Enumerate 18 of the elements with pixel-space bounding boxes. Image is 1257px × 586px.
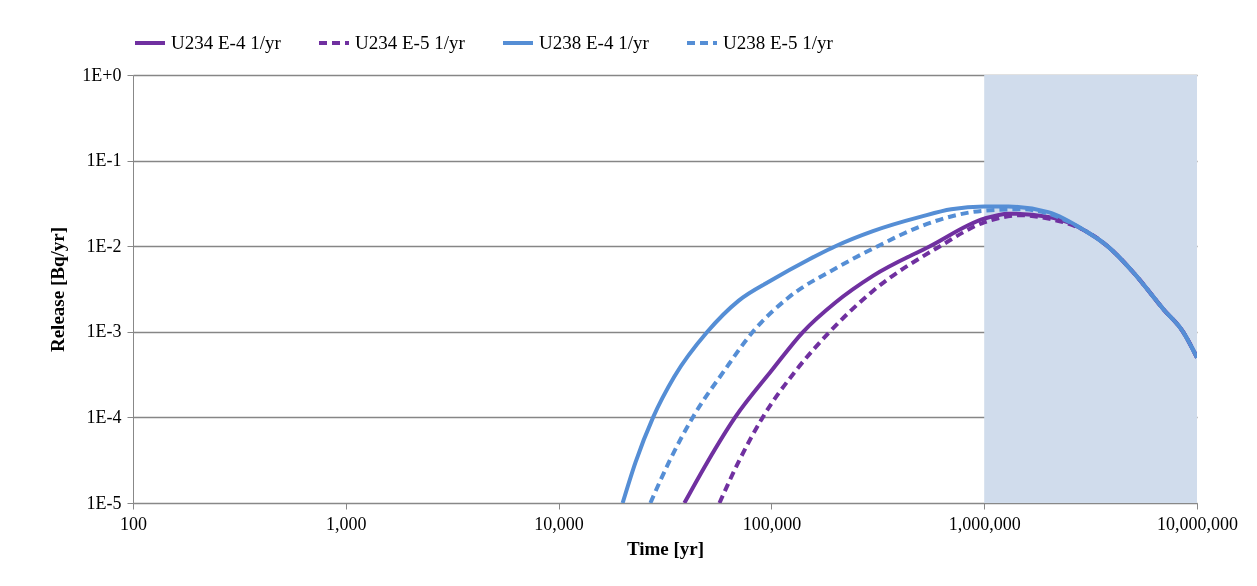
legend-label: U234 E-5 1/yr xyxy=(355,32,466,53)
y-tick-label: 1E+0 xyxy=(82,64,122,85)
y-tick-label: 1E-2 xyxy=(86,235,122,256)
legend-label: U238 E-5 1/yr xyxy=(723,32,834,53)
x-tick-label: 100,000 xyxy=(742,513,802,534)
x-tick-label: 1,000,000 xyxy=(948,513,1021,534)
x-tick-label: 10,000 xyxy=(534,513,584,534)
y-tick-label: 1E-3 xyxy=(86,321,122,342)
y-tick-label: 1E-1 xyxy=(86,150,122,171)
x-tick-label: 1,000 xyxy=(326,513,367,534)
legend-label: U234 E-4 1/yr xyxy=(171,32,282,53)
x-tick-label: 100 xyxy=(120,513,147,534)
y-tick-label: 1E-5 xyxy=(86,492,122,513)
x-axis-title: Time [yr] xyxy=(626,537,705,559)
y-axis-title: Release [Bq/yr] xyxy=(47,226,69,353)
x-tick-label: 10,000,000 xyxy=(1157,513,1238,534)
y-tick-label: 1E-4 xyxy=(86,406,122,427)
legend-label: U238 E-4 1/yr xyxy=(539,32,650,53)
